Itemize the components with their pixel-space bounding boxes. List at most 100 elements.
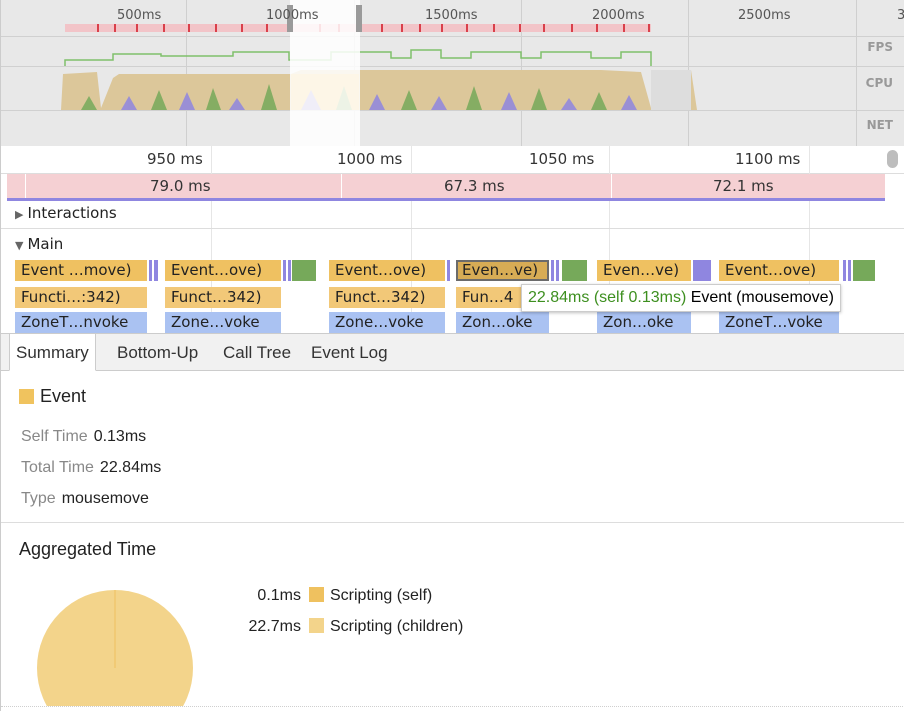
ruler-label: 950 ms bbox=[147, 150, 203, 168]
overview-tick-label: 2500ms bbox=[738, 8, 791, 23]
grid-line bbox=[609, 146, 610, 330]
tooltip-time: 22.84ms (self 0.13ms) bbox=[528, 289, 687, 306]
self-time-value: 0.13ms bbox=[93, 428, 147, 445]
flame-function[interactable]: Functi…:342) bbox=[15, 287, 147, 308]
flame-block[interactable] bbox=[283, 260, 286, 281]
tab-call-tree[interactable]: Call Tree bbox=[223, 343, 292, 362]
ruler-label: 1050 ms bbox=[529, 150, 595, 168]
frames-underline bbox=[7, 198, 885, 201]
overview-right-handle[interactable] bbox=[356, 5, 362, 32]
flame-block[interactable] bbox=[556, 260, 559, 281]
flame-block[interactable] bbox=[149, 260, 152, 281]
legend-row: 22.7ms Scripting (children) bbox=[229, 618, 463, 636]
flame-zone[interactable]: Zon…oke bbox=[456, 312, 549, 333]
overview-tick-label: 1000ms bbox=[266, 8, 319, 23]
overview-divider bbox=[1, 36, 904, 37]
legend-label: Scripting (children) bbox=[330, 618, 464, 635]
panel-bottom-border bbox=[1, 706, 904, 707]
flame-event[interactable]: Event…ove) bbox=[719, 260, 839, 281]
flame-event[interactable]: Event…ove) bbox=[329, 260, 445, 281]
flame-zone[interactable]: Zon…oke bbox=[597, 312, 691, 333]
flame-function[interactable]: Funct…342) bbox=[165, 287, 281, 308]
frame-divider bbox=[341, 174, 342, 198]
main-label: Main bbox=[27, 235, 64, 253]
overview-left-handle[interactable] bbox=[287, 5, 293, 32]
flame-block[interactable] bbox=[288, 260, 291, 281]
track-label-net: NET bbox=[866, 118, 893, 132]
legend-swatch bbox=[309, 618, 324, 633]
total-time-row: Total Time 22.84ms bbox=[21, 459, 161, 477]
tab-event-log[interactable]: Event Log bbox=[311, 343, 388, 362]
flame-block[interactable] bbox=[154, 260, 158, 281]
timeline-overview[interactable]: 500ms 1000ms 1500ms 2000ms 2500ms 3 FPS … bbox=[1, 0, 904, 146]
flame-block[interactable] bbox=[551, 260, 554, 281]
section-divider bbox=[1, 228, 904, 229]
event-color-swatch bbox=[19, 389, 34, 404]
time-ruler: 950 ms 1000 ms 1050 ms 1100 ms bbox=[1, 146, 904, 174]
frame-duration: 79.0 ms bbox=[150, 177, 211, 195]
flame-zone[interactable]: Zone…voke bbox=[165, 312, 281, 333]
grid-line bbox=[411, 146, 412, 330]
type-row: Type mousemove bbox=[21, 490, 149, 508]
section-divider bbox=[1, 522, 904, 523]
flame-function[interactable]: Funct…342) bbox=[329, 287, 445, 308]
flame-block[interactable] bbox=[853, 260, 875, 281]
legend-swatch bbox=[309, 587, 324, 602]
flame-block[interactable] bbox=[843, 260, 846, 281]
flame-event[interactable]: Event…ove) bbox=[165, 260, 281, 281]
overview-tick-label: 500ms bbox=[117, 8, 162, 23]
legend-value: 22.7ms bbox=[248, 618, 301, 635]
interactions-label: Interactions bbox=[27, 204, 117, 222]
tab-summary[interactable]: Summary bbox=[9, 334, 96, 371]
type-label: Type bbox=[21, 490, 56, 507]
overview-divider bbox=[1, 66, 904, 67]
flame-block[interactable] bbox=[693, 260, 711, 281]
flame-zone[interactable]: Zone…voke bbox=[329, 312, 445, 333]
overview-tick bbox=[856, 0, 857, 146]
ruler-label: 1100 ms bbox=[735, 150, 801, 168]
overview-divider bbox=[1, 110, 904, 111]
legend-row: 0.1ms Scripting (self) bbox=[229, 587, 432, 605]
details-tab-bar: Summary Bottom-Up Call Tree Event Log bbox=[1, 333, 904, 371]
legend-value: 0.1ms bbox=[257, 587, 301, 604]
aggregated-time-title: Aggregated Time bbox=[19, 539, 157, 559]
summary-title: Event bbox=[19, 386, 86, 407]
frame-divider bbox=[611, 174, 612, 198]
tooltip-name: Event (mousemove) bbox=[690, 289, 834, 306]
type-value: mousemove bbox=[61, 490, 149, 507]
flame-block[interactable] bbox=[292, 260, 316, 281]
flame-block[interactable] bbox=[447, 260, 450, 281]
frames-track[interactable]: 79.0 ms 67.3 ms 72.1 ms bbox=[7, 174, 885, 198]
flame-function[interactable]: Fun…4 bbox=[456, 287, 524, 308]
interactions-header[interactable]: ▶ Interactions bbox=[15, 204, 117, 222]
vertical-scrollbar[interactable] bbox=[887, 150, 898, 168]
frame-duration: 67.3 ms bbox=[444, 177, 505, 195]
total-time-value: 22.84ms bbox=[99, 459, 162, 476]
overview-selection-window[interactable] bbox=[290, 0, 360, 146]
self-time-row: Self Time 0.13ms bbox=[21, 428, 146, 446]
collapse-triangle-icon: ▼ bbox=[15, 239, 24, 252]
tab-bottom-up[interactable]: Bottom-Up bbox=[117, 343, 199, 362]
flame-event[interactable]: Even…ve) bbox=[597, 260, 691, 281]
flame-event-selected[interactable]: Even…ve) bbox=[456, 260, 549, 281]
flame-event[interactable]: Event …move) bbox=[15, 260, 147, 281]
summary-title-text: Event bbox=[40, 386, 87, 406]
flame-tooltip: 22.84ms (self 0.13ms) Event (mousemove) bbox=[521, 284, 841, 312]
expand-triangle-icon: ▶ bbox=[15, 208, 24, 221]
flame-block[interactable] bbox=[848, 260, 851, 281]
frame-divider bbox=[25, 174, 26, 198]
aggregated-time-pie bbox=[37, 590, 193, 706]
flame-zone[interactable]: ZoneT…voke bbox=[719, 312, 839, 333]
main-header[interactable]: ▼ Main bbox=[15, 235, 63, 253]
self-time-label: Self Time bbox=[21, 428, 88, 445]
flame-zone[interactable]: ZoneT…nvoke bbox=[15, 312, 147, 333]
overview-tick-label: 3 bbox=[897, 8, 904, 23]
flame-block[interactable] bbox=[562, 260, 587, 281]
grid-line bbox=[809, 146, 810, 330]
overview-tick-label: 2000ms bbox=[592, 8, 645, 23]
frame-duration: 72.1 ms bbox=[713, 177, 774, 195]
ruler-label: 1000 ms bbox=[337, 150, 403, 168]
overview-tick bbox=[186, 0, 187, 146]
total-time-label: Total Time bbox=[21, 459, 94, 476]
